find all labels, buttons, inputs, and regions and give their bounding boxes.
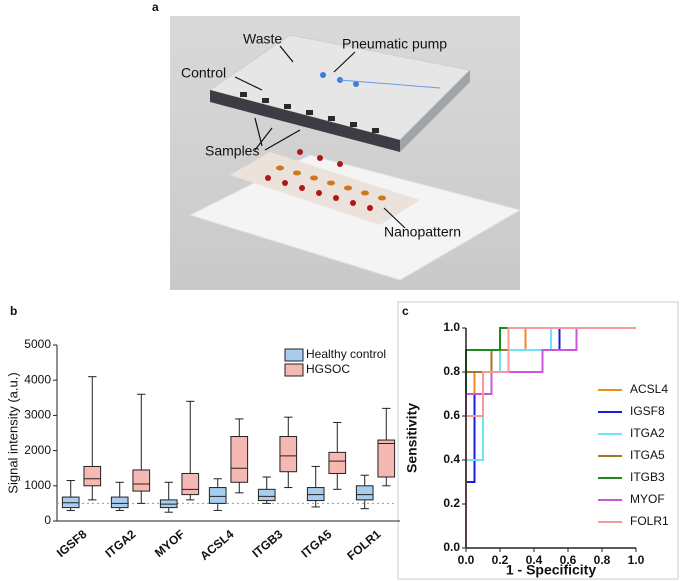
x-tick-label: 0.6	[560, 553, 577, 567]
x-tick-label: ITGA5	[298, 527, 334, 561]
legend-label: ACSL4	[630, 382, 668, 396]
panel-label: a	[152, 0, 159, 14]
y-tick-label: 0	[44, 513, 51, 527]
pump-line	[339, 79, 441, 89]
legend-label: HGSOC	[306, 362, 350, 376]
x-tick-label: ACSL4	[197, 527, 236, 563]
box	[355, 485, 374, 501]
annotation: Nanopattern	[384, 224, 461, 240]
x-tick-label: 0.8	[594, 553, 611, 567]
y-tick-label: 4000	[24, 372, 51, 386]
y-tick-label: 2000	[24, 443, 51, 457]
legend-swatch	[284, 363, 304, 377]
panel-label: b	[10, 304, 17, 318]
annotation: Pneumatic pump	[342, 36, 447, 52]
legend-label: IGSF8	[630, 404, 665, 418]
x-axis-label: 1 - Specificity	[506, 562, 596, 578]
chambers	[276, 165, 386, 201]
box	[328, 451, 347, 474]
y-axis-label: Sensitivity	[404, 403, 420, 473]
box	[132, 469, 151, 492]
legend-label: ITGA2	[630, 426, 665, 440]
y-tick-label: 0.2	[443, 496, 460, 510]
legend-label: ITGA5	[630, 448, 665, 462]
device-end	[400, 70, 470, 152]
x-tick-label: ITGA2	[102, 527, 138, 561]
panel-frame	[397, 301, 679, 580]
y-axis-label: Signal intensity (a.u.)	[5, 372, 20, 493]
y-tick-label: 0.6	[443, 408, 460, 422]
legend-label: FOLR1	[630, 514, 669, 528]
y-tick-label: 0.8	[443, 364, 460, 378]
y-tick-label: 3000	[24, 408, 51, 422]
device-side	[210, 90, 400, 152]
x-tick-label: 0.4	[526, 553, 543, 567]
x-tick-label: 0.0	[458, 553, 475, 567]
y-tick-label: 1000	[24, 478, 51, 492]
arrows	[234, 45, 406, 229]
annotation: Samples	[205, 143, 259, 159]
box	[279, 436, 298, 473]
box	[181, 472, 200, 496]
x-tick-label: IGSF8	[54, 527, 90, 560]
x-tick-label: 0.2	[492, 553, 509, 567]
panel-label: c	[402, 304, 409, 318]
legend-swatch	[284, 348, 304, 362]
roc-curve	[465, 327, 636, 548]
legend-label: MYOF	[630, 492, 665, 506]
x-tick-label: FOLR1	[344, 527, 383, 563]
box	[230, 436, 249, 483]
nanopattern-wells	[265, 149, 373, 211]
x-tick-label: 1.0	[628, 553, 645, 567]
y-tick-label: 0.4	[443, 452, 460, 466]
box	[110, 496, 129, 509]
y-tick-label: 0.0	[443, 540, 460, 554]
legend-label: ITGB3	[630, 470, 665, 484]
x-tick-label: MYOF	[152, 527, 188, 560]
y-tick-label: 5000	[24, 337, 51, 351]
box	[257, 488, 276, 502]
box	[208, 487, 227, 504]
y-tick-label: 1.0	[443, 320, 460, 334]
x-tick-label: ITGB3	[249, 527, 285, 561]
annotation: Control	[181, 65, 226, 81]
box	[83, 465, 102, 487]
box	[306, 487, 325, 502]
legend-label: Healthy control	[306, 347, 386, 361]
roc-curve	[465, 327, 636, 548]
ports	[240, 92, 379, 133]
box	[377, 439, 396, 478]
annotation: Waste	[243, 31, 282, 47]
